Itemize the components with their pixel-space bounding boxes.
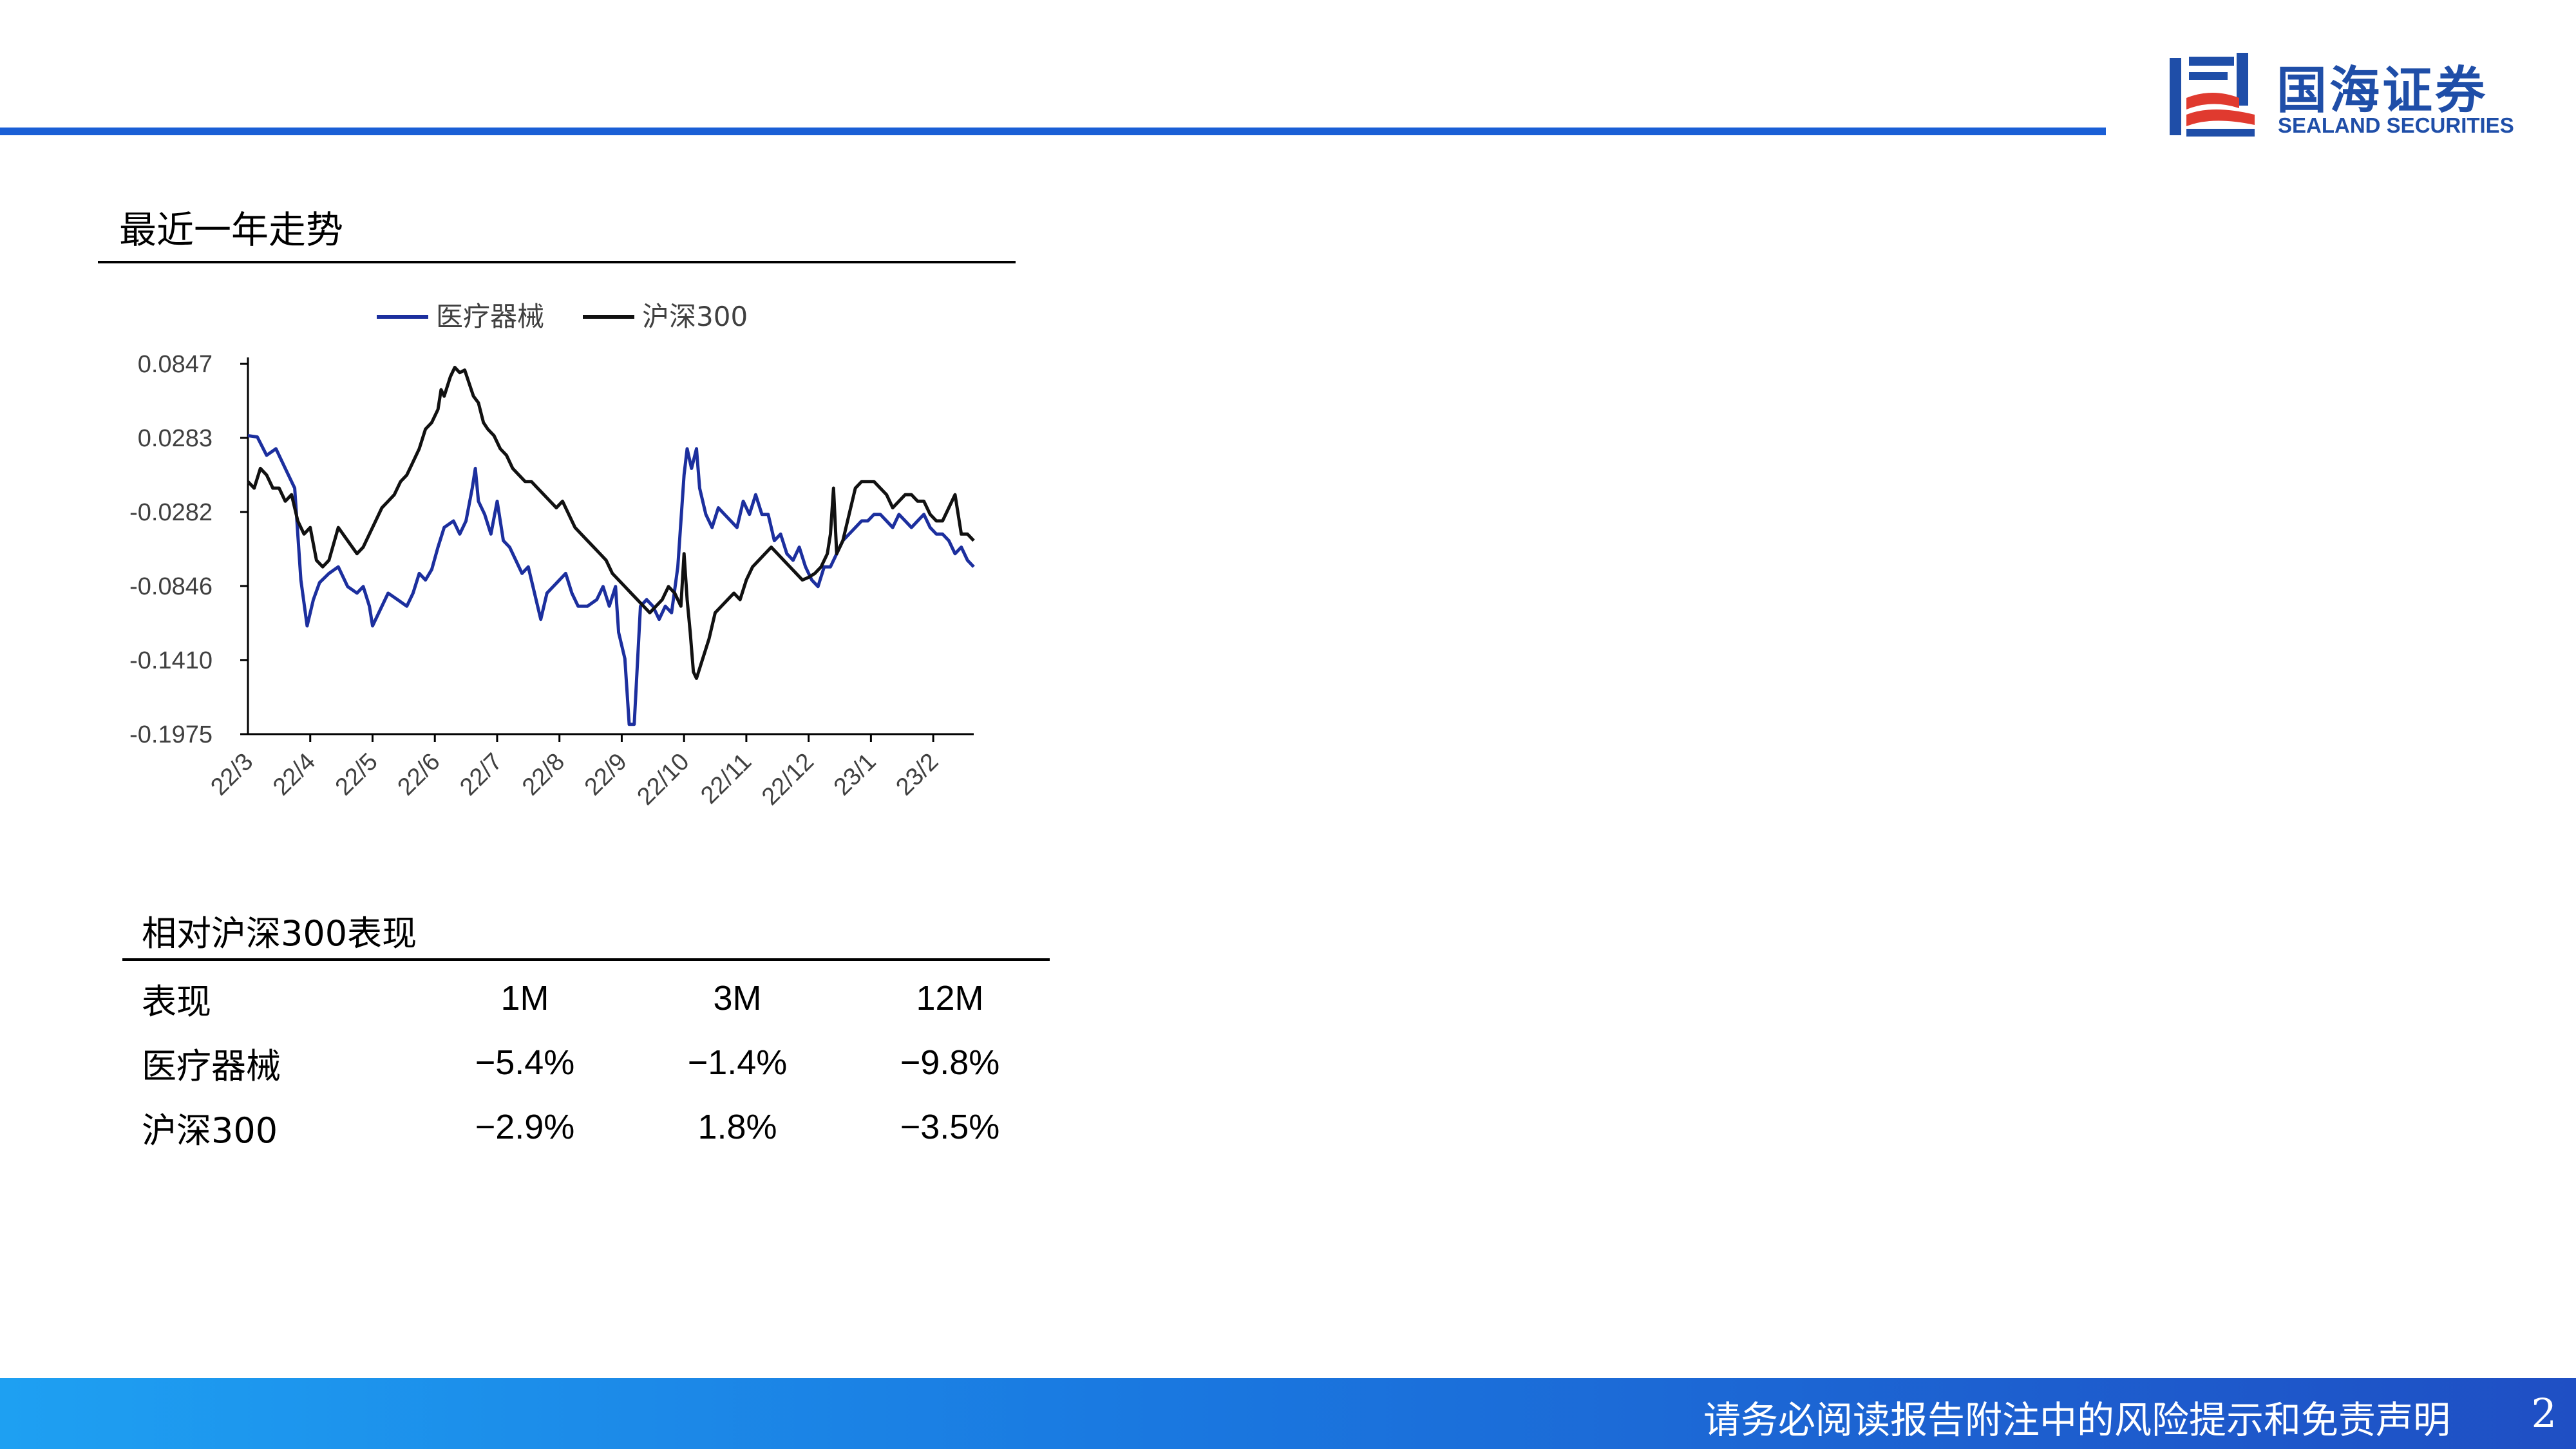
x-tick-label: 22/7 <box>455 748 507 801</box>
footer-bar: 请务必阅读报告附注中的风险提示和免责声明 2 <box>0 1378 2576 1449</box>
footer-disclaimer: 请务必阅读报告附注中的风险提示和免责声明 <box>1703 1398 2450 1442</box>
table-title-underline <box>122 958 1050 961</box>
series-line-csi300 <box>247 366 975 680</box>
page-number: 2 <box>2531 1390 2557 1437</box>
row-label: 沪深300 <box>142 1110 278 1151</box>
x-tick-label: 22/3 <box>205 748 258 801</box>
header-cell: 12M <box>916 979 984 1018</box>
legend-label: 沪深300 <box>642 301 748 332</box>
x-tick-label: 22/4 <box>268 748 321 801</box>
logo-mark-icon <box>2170 53 2255 137</box>
row-label: 医疗器械 <box>142 1045 281 1086</box>
table-row: 医疗器械 −5.4% −1.4% −9.8% <box>122 1030 1056 1095</box>
value-cell: −9.8% <box>900 1043 1000 1082</box>
y-tick-label: -0.1975 <box>129 721 213 748</box>
value-cell: 1.8% <box>697 1108 777 1146</box>
x-tick-label: 22/11 <box>696 748 757 810</box>
table-row: 沪深300 −2.9% 1.8% −3.5% <box>122 1095 1056 1159</box>
y-tick-label: 0.0847 <box>138 351 213 378</box>
header-divider <box>0 128 2106 135</box>
company-logo: 国海证券 SEALAND SECURITIES <box>2167 50 2521 147</box>
x-tick-label: 22/9 <box>580 748 632 801</box>
x-tick-label: 22/10 <box>632 748 695 811</box>
table-title: 相对沪深300表现 <box>142 913 417 954</box>
table-header-row: 表现 1M 3M 12M <box>122 966 1056 1030</box>
y-tick-label: -0.1410 <box>129 647 213 674</box>
y-tick-label: -0.0846 <box>129 573 213 600</box>
x-tick-label: 22/8 <box>517 748 570 801</box>
header-cell: 表现 <box>142 981 211 1022</box>
value-cell: −1.4% <box>687 1043 788 1082</box>
y-tick-label: 0.0283 <box>138 425 213 452</box>
header-cell: 1M <box>500 979 549 1018</box>
x-tick-label: 22/12 <box>757 748 819 811</box>
chart-section-title: 最近一年走势 <box>119 208 344 252</box>
value-cell: −5.4% <box>475 1043 575 1082</box>
value-cell: −2.9% <box>475 1108 575 1146</box>
logo-chinese-name: 国海证券 <box>2277 62 2488 120</box>
logo-english-name: SEALAND SECURITIES <box>2278 113 2514 137</box>
trend-line-chart: 0.0847 0.0283 -0.0282 -0.0846 -0.1410 -0.1975… <box>129 301 975 811</box>
series-line-medical-devices <box>247 434 975 726</box>
y-tick-label: -0.0282 <box>129 499 213 526</box>
header-cell: 3M <box>713 979 762 1018</box>
section-title-underline <box>98 261 1016 263</box>
relative-performance-table: 表现 1M 3M 12M 医疗器械 −5.4% −1.4% −9.8% 沪深30… <box>122 966 1056 1159</box>
x-tick-label: 23/2 <box>891 748 943 801</box>
legend-label: 医疗器械 <box>436 301 544 332</box>
value-cell: −3.5% <box>900 1108 1000 1146</box>
x-tick-label: 23/1 <box>829 748 882 801</box>
x-tick-label: 22/6 <box>393 748 446 801</box>
x-tick-label: 22/5 <box>330 748 383 801</box>
